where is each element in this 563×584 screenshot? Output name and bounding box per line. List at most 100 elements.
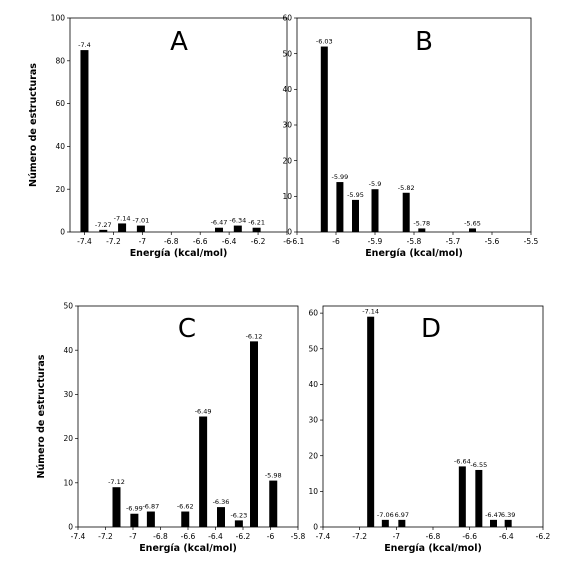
panel-c-bar: [181, 511, 190, 527]
panel-b-bar: [402, 192, 410, 232]
panel-c-data-label: -6.23: [230, 511, 247, 519]
panel-d-xtick-label: -6.2: [536, 532, 551, 541]
panel-b-ytick-label: 60: [282, 14, 292, 23]
panel-a-x-axis-label: Energía (kcal/mol): [130, 248, 228, 259]
panel-c-bar: [130, 513, 139, 527]
panel-d-data-label: -7.06: [377, 511, 394, 519]
panel-a-letter: A: [170, 27, 188, 57]
panel-b-bar: [371, 189, 379, 232]
panel-d-x-axis-label: Energía (kcal/mol): [384, 543, 482, 554]
panel-b-bar: [336, 182, 344, 232]
panel-b-x-axis-label: Energía (kcal/mol): [365, 248, 463, 259]
panel-c-xtick-label: -6.2: [236, 532, 251, 541]
panel-d-bar: [490, 519, 497, 527]
panel-b-bar: [418, 228, 426, 232]
panel-c-ytick-label: 40: [63, 346, 73, 355]
panel-a-ytick-label: 100: [51, 14, 66, 23]
panel-a-data-label: -7.4: [78, 41, 91, 49]
panel-d-data-label: -6.64: [454, 457, 471, 465]
panel-b-data-label: -5.99: [331, 173, 348, 181]
panel-b-data-label: -5.95: [347, 191, 364, 199]
panel-d-bar: [398, 519, 406, 527]
panel-b-ytick-label: 50: [282, 49, 292, 58]
panel-b-letter: B: [415, 27, 433, 57]
panel-a-xtick-label: -7.4: [77, 237, 92, 246]
panel-c-ytick-label: 10: [63, 478, 73, 487]
panel-b-bar: [352, 199, 359, 232]
panel-d-xtick-label: -7.4: [316, 532, 331, 541]
panel-a-xtick-label: -6.2: [251, 237, 266, 246]
panel-c-ytick-label: 50: [63, 302, 73, 311]
panel-b-xtick-label: -5.6: [485, 237, 500, 246]
panel-a-bar: [233, 225, 242, 232]
panel-b-data-label: -6.03: [316, 38, 333, 46]
panel-a-data-label: -6.47: [211, 219, 228, 227]
panel-c-ytick-label: 0: [68, 523, 73, 532]
panel-c-data-label: -7.12: [108, 478, 125, 486]
panel-a-bar: [80, 50, 89, 232]
panel-a-ytick-label: 40: [55, 142, 65, 151]
panel-d-ytick-label: 30: [308, 416, 318, 425]
panel-a-plot-frame: [69, 17, 288, 233]
panel-c-data-label: -6.62: [177, 503, 194, 511]
panel-c-bar: [234, 520, 243, 527]
panel-d-data-label: -7.14: [362, 308, 379, 316]
panel-a-ytick-label: 20: [55, 185, 65, 194]
panel-c-xtick-label: -7.2: [98, 532, 113, 541]
panel-d-bar: [381, 519, 389, 527]
panel-c-xtick-label: -5.8: [291, 532, 306, 541]
panel-a-data-label: -6.34: [229, 217, 246, 225]
panel-c-data-label: -6.87: [142, 503, 159, 511]
panel-c-bar: [199, 416, 208, 527]
panel-a-data-label: -7.01: [132, 217, 149, 225]
panel-c-xtick-label: -6.8: [153, 532, 168, 541]
panel-c-data-label: -6.36: [213, 498, 230, 506]
panel-a-data-label: -7.27: [95, 221, 112, 229]
panel-b-xtick-label: -5.7: [446, 237, 461, 246]
panel-d-xtick-label: -6.6: [462, 532, 477, 541]
panel-d-plot-frame: [322, 305, 544, 528]
panel-c-data-label: -6.49: [195, 408, 212, 416]
panel-b-ytick-label: 0: [287, 228, 292, 237]
panel-b-bar: [469, 228, 476, 232]
panel-c: 0 10 20 30 40 50 -7.4 -7.2 -7 -6.8 -6.6 -6.4 -6.2 -6 -…: [36, 302, 306, 554]
panel-a-bar: [118, 223, 127, 232]
panel-b-data-label: -5.65: [464, 219, 481, 227]
panel-c-ytick-label: 20: [63, 434, 73, 443]
panel-a-bar: [252, 227, 261, 232]
panel-c-bar: [112, 487, 121, 527]
panel-a-xtick-label: -6.8: [164, 237, 179, 246]
panel-b-data-label: -5.9: [369, 180, 382, 188]
panel-b-ytick-label: 20: [282, 156, 292, 165]
panel-d-xtick-label: -6.4: [499, 532, 514, 541]
panel-d-xtick-label: -7.2: [352, 532, 367, 541]
panel-d-ytick-label: 20: [308, 451, 318, 460]
panel-c-bar: [217, 507, 225, 527]
panel-c-ytick-label: 30: [63, 390, 73, 399]
panel-b-xtick-label: -6: [332, 237, 340, 246]
panel-a-bar: [99, 229, 108, 232]
panel-d-xtick-label: -7: [393, 532, 401, 541]
panel-d-data-label: -6.55: [470, 461, 487, 469]
panel-d-bar: [458, 466, 466, 527]
panel-a-ytick-label: 0: [60, 228, 65, 237]
panel-b-xtick-label: -6.1: [290, 237, 305, 246]
panel-b-bar: [320, 46, 328, 233]
panel-c-data-label: -6.99: [126, 505, 143, 513]
panel-a-xtick-label: -6: [283, 237, 291, 246]
panel-c-y-axis-label: Número de estructuras: [36, 354, 47, 478]
panel-d-data-label: 6.97: [395, 511, 409, 519]
panel-c-xtick-label: -6.6: [181, 532, 196, 541]
panel-d: 0 10 20 30 40 50 60 -7.4 -7.2 -7 -6.8 -6.6 -6.4 -6.2 -…: [308, 305, 551, 554]
panel-a-ytick-label: 60: [55, 99, 65, 108]
panel-c-bar: [250, 341, 258, 527]
panel-c-data-label: -6.12: [246, 332, 263, 340]
panel-d-ytick-label: 50: [308, 344, 318, 353]
panel-b-data-label: -5.82: [398, 184, 415, 192]
panel-a-data-label: -7.14: [114, 214, 131, 222]
panel-b-ytick-label: 10: [282, 192, 292, 201]
panel-d-ytick-label: 40: [308, 380, 318, 389]
panel-b-plot-frame: [296, 17, 532, 233]
